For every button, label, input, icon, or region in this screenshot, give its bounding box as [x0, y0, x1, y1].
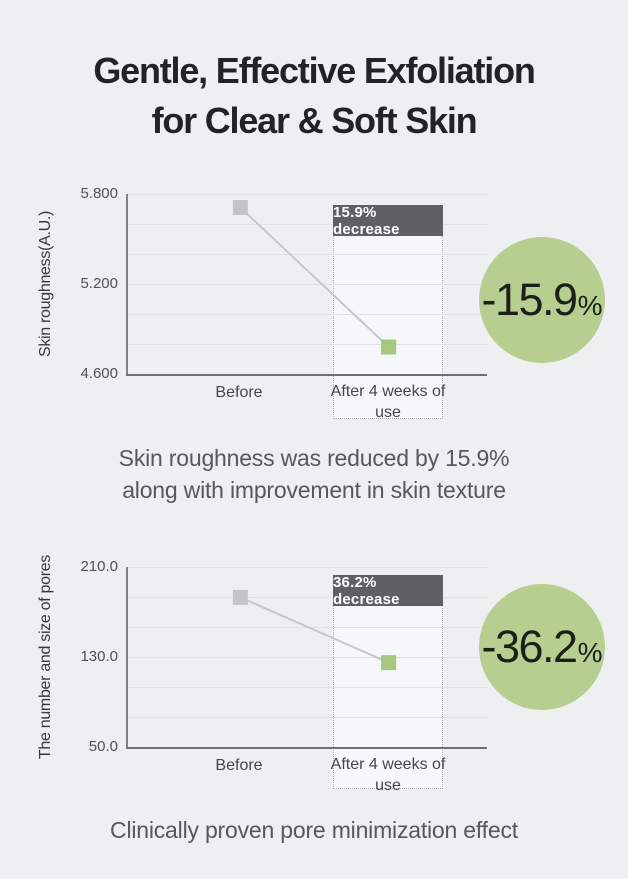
caption-line: along with improvement in skin texture [122, 477, 506, 504]
data-marker-before [232, 589, 248, 605]
data-marker-after [381, 655, 397, 671]
y-tick-label: 4.600 [80, 365, 118, 382]
y-tick-label: 130.0 [80, 648, 118, 665]
gridline [128, 284, 487, 285]
decrease-circle-text: -36.2% [482, 620, 603, 674]
gridline [128, 597, 487, 598]
gridline [128, 567, 487, 568]
decrease-value: -15.9 [481, 274, 579, 325]
y-axis-label-roughness: Skin roughness(A.U.) [37, 210, 54, 358]
chart-pores: The number and size of pores 36.2% decre… [0, 547, 628, 807]
caption-roughness: Skin roughness was reduced by 15.9% alon… [0, 442, 628, 506]
x-tick-before: Before [215, 384, 263, 401]
caption-pores: Clinically proven pore minimization effe… [0, 814, 628, 846]
y-tick-label: 50.0 [88, 738, 118, 755]
highlight-box-after: 36.2% decrease [333, 574, 443, 789]
decrease-circle-roughness: -15.9% [479, 237, 605, 363]
caption-line: Skin roughness was reduced by 15.9% [118, 445, 510, 471]
data-series-svg [232, 200, 397, 355]
gridline [128, 224, 487, 225]
percent-sign: % [577, 637, 603, 668]
gridline [128, 717, 487, 718]
y-tick-label: 5.800 [80, 185, 118, 202]
gridline [128, 344, 487, 345]
gridline [128, 657, 487, 658]
caption-line: Clinically proven pore minimization effe… [110, 817, 518, 843]
x-tick-after: After 4 weeks of use [330, 383, 446, 422]
percent-sign: % [577, 290, 603, 321]
page-title: Gentle, Effective Exfoliation for Clear … [0, 46, 628, 146]
chart-skin-roughness: Skin roughness(A.U.) 15.9% decrease 5.80… [0, 174, 628, 434]
x-tick-after: After 4 weeks of use [330, 756, 446, 795]
gridline [128, 687, 487, 688]
title-line-1: Gentle, Effective Exfoliation [93, 50, 536, 91]
x-tick-before: Before [215, 757, 263, 774]
gridline [128, 194, 487, 195]
decrease-circle-pores: -36.2% [479, 584, 605, 710]
data-marker-after [381, 339, 397, 355]
decrease-value: -36.2 [481, 621, 579, 672]
plot-area-pores: 210.0 130.0 50.0 [80, 558, 487, 755]
gridline [128, 254, 487, 255]
plot-area-roughness: 5.800 5.200 4.600 [80, 185, 487, 382]
decrease-badge: 15.9% decrease [333, 204, 443, 238]
data-series-svg [232, 589, 397, 671]
y-axis-label-pores: The number and size of pores [37, 554, 54, 760]
decrease-circle-text: -15.9% [482, 273, 603, 327]
trend-line [239, 206, 390, 348]
gridline [128, 314, 487, 315]
y-tick-label: 210.0 [80, 558, 118, 575]
y-tick-label: 5.200 [80, 275, 118, 292]
decrease-badge: 36.2% decrease [333, 574, 443, 608]
data-marker-before [232, 200, 248, 215]
title-line-2: for Clear & Soft Skin [151, 100, 478, 142]
trend-line [239, 596, 390, 664]
